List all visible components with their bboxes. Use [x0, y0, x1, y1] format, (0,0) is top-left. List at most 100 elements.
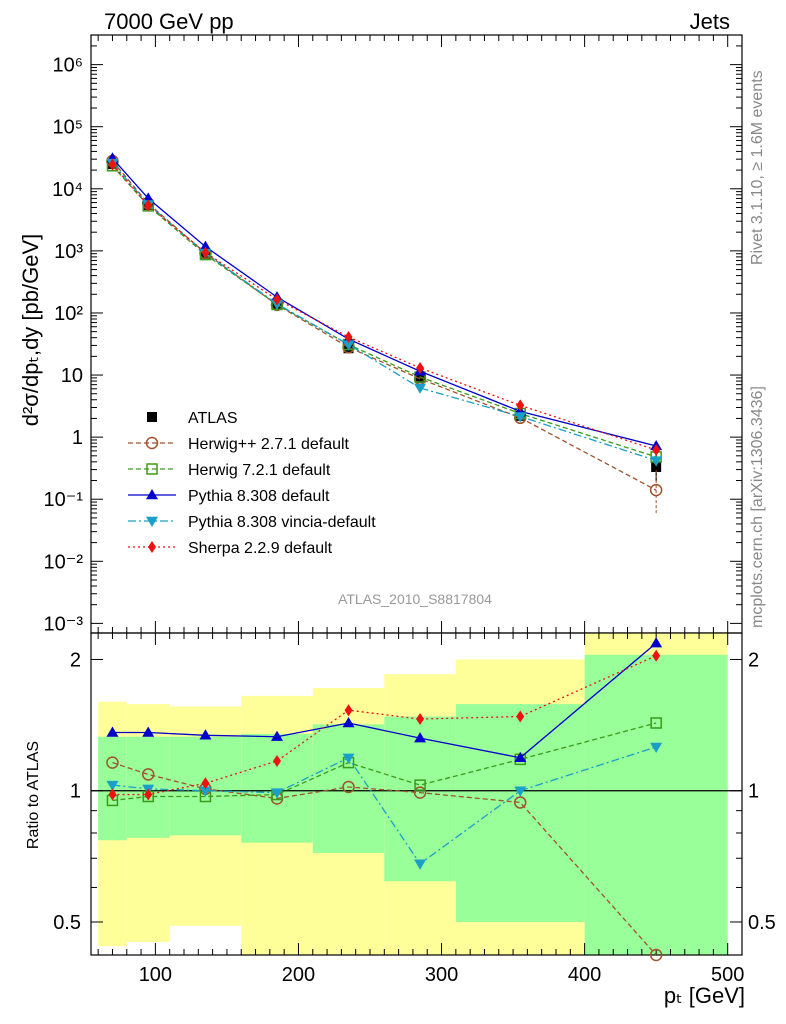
legend-label: Herwig++ 2.7.1 default	[188, 436, 350, 453]
ratio-point	[516, 710, 525, 723]
header-right: Jets	[690, 9, 730, 34]
legend-marker	[146, 516, 158, 527]
ratio-line	[112, 722, 657, 802]
legend-label: Pythia 8.308 vincia-default	[188, 514, 376, 531]
x-tick-label: 100	[139, 964, 172, 986]
x-tick-label: 500	[711, 964, 744, 986]
y-tick-label: 10⁶	[53, 55, 83, 77]
x-tick-label: 300	[425, 964, 458, 986]
ratio-point	[342, 753, 355, 764]
legend-label: Pythia 8.308 default	[188, 488, 330, 505]
legend-entry: Pythia 8.308 vincia-default	[128, 514, 376, 531]
legend-entry: Herwig++ 2.7.1 default	[128, 436, 350, 453]
ratio-point	[273, 754, 281, 767]
data-point	[514, 412, 527, 423]
y-tick-label: 10	[61, 365, 83, 387]
y-tick-label: 1	[72, 427, 83, 449]
data-point	[108, 158, 117, 171]
data-point	[650, 456, 663, 467]
ratio-point	[106, 756, 119, 769]
data-point	[273, 293, 281, 306]
ratio-point	[142, 726, 155, 737]
ratio-line	[112, 762, 657, 956]
data-point	[199, 240, 212, 251]
ratio-series-4	[108, 649, 661, 801]
ratio-y-tick-label-right: 1	[748, 781, 759, 803]
ratio-point	[271, 788, 283, 799]
ratio-point	[344, 704, 353, 717]
uncertainty-band-inner	[455, 704, 585, 922]
series-5	[108, 158, 661, 457]
ratio-point	[413, 786, 427, 799]
data-point	[651, 462, 662, 473]
ratio-point	[514, 751, 527, 762]
data-point	[652, 444, 661, 457]
series-line	[111, 164, 657, 451]
ratio-point	[649, 948, 663, 962]
series-0	[107, 159, 662, 482]
ratio-point	[650, 637, 663, 648]
uncertainty-band-inner	[584, 654, 728, 955]
ratio-point	[513, 796, 527, 809]
legend-marker	[146, 463, 158, 475]
legend-entry: Sherpa 2.2.9 default	[128, 540, 333, 557]
y-tick-label: 10⁻¹	[44, 489, 84, 511]
data-point	[516, 399, 525, 412]
ratio-y-tick-label: 1	[70, 781, 81, 803]
top-panel: 10⁻³ 10⁻² 10⁻¹ 1 10 10² 10³ 10⁴ 10⁵ 10⁶	[44, 34, 743, 635]
ratio-series-0	[106, 756, 663, 962]
data-point	[342, 340, 355, 351]
top-ylabel: d²σ/dpₜ,dy [pb/GeV]	[18, 234, 43, 427]
legend: ATLAS Herwig++ 2.7.1 default Herwig 7.2.1 …	[128, 410, 376, 557]
y-tick-label: 10²	[54, 303, 83, 325]
data-point	[144, 199, 153, 212]
ratio-y-tick-label: 2	[70, 649, 81, 671]
uncertainty-band-inner	[241, 733, 313, 843]
rivet-label: Rivet 3.1.10, ≥ 1.6M events	[749, 70, 766, 265]
legend-label: Sherpa 2.2.9 default	[188, 540, 333, 557]
ratio-point	[414, 732, 427, 743]
ratio-point	[650, 717, 662, 729]
ratio-panel: 0.5 0.5 1 1 2 2 100 200 300 400 500	[53, 632, 776, 986]
header-left: 7000 GeV pp	[104, 9, 234, 34]
ratio-y-tick-label: 0.5	[53, 912, 81, 934]
legend-label: ATLAS	[188, 410, 238, 427]
ratio-point	[652, 649, 661, 662]
legend-entry: Herwig 7.2.1 default	[128, 462, 331, 479]
ratio-y-tick-label-right: 0.5	[748, 912, 776, 934]
legend-entry: Pythia 8.308 default	[128, 488, 330, 505]
analysis-id: ATLAS_2010_S8817804	[338, 591, 492, 607]
ratio-y-tick-label-right: 2	[748, 649, 759, 671]
y-tick-label: 10⁵	[52, 117, 83, 139]
legend-entry: ATLAS	[147, 410, 238, 427]
ratio-point	[144, 788, 153, 801]
x-tick-label: 400	[568, 964, 601, 986]
data-point	[201, 246, 210, 259]
ratio-line	[112, 642, 657, 759]
ratio-point	[201, 777, 210, 790]
series-3	[106, 152, 663, 451]
data-point	[414, 383, 427, 394]
ratio-frame	[90, 632, 743, 956]
ratio-point	[108, 788, 117, 801]
ratio-point	[342, 780, 355, 794]
y-tick-label: 10⁻³	[44, 613, 84, 635]
data-point	[415, 372, 426, 383]
legend-marker	[147, 412, 157, 422]
ratio-point	[199, 786, 212, 797]
legend-label: Herwig 7.2.1 default	[188, 462, 331, 479]
mcplots-label: mcplots.cern.ch [arXiv:1306.3436]	[749, 386, 766, 628]
x-tick-label: 200	[282, 964, 315, 986]
ratio-line	[112, 746, 657, 865]
ratio-point	[106, 726, 119, 737]
ratio-point	[650, 742, 663, 753]
ratio-point	[271, 730, 283, 741]
legend-marker	[148, 541, 156, 553]
data-point	[416, 361, 425, 374]
legend-marker	[145, 436, 159, 450]
data-point	[344, 331, 353, 344]
ratio-point	[416, 713, 425, 726]
ratio-line	[112, 655, 657, 796]
series-line	[111, 157, 657, 447]
